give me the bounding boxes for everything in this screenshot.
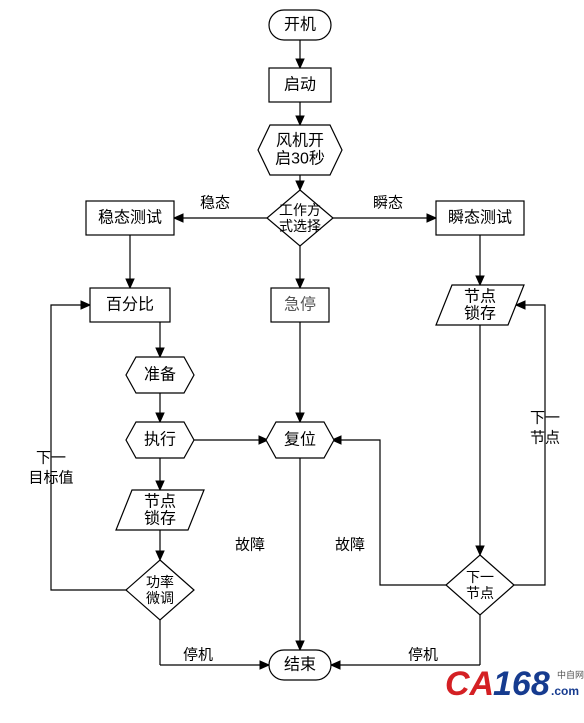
node-fan-label2: 启30秒 <box>275 150 325 168</box>
edge-label-transient: 瞬态 <box>373 195 403 212</box>
edge-poweradj-percent-loop <box>51 305 126 590</box>
node-latch2-label1: 节点 <box>464 288 496 306</box>
node-execute-label: 执行 <box>144 431 176 449</box>
edge-label-next-target1: 下一 <box>36 450 66 467</box>
edge-label-next-pt1: 下一 <box>530 410 560 427</box>
logo-168: 168 <box>493 665 550 703</box>
logo-zh: 中自网 <box>557 669 584 680</box>
node-steady-label: 稳态测试 <box>98 209 162 227</box>
node-nextnode-label1: 下一 <box>466 569 494 585</box>
node-estop-label: 急停 <box>284 296 316 314</box>
node-end-label: 结束 <box>284 656 316 674</box>
edge-nextnode-reset <box>332 440 446 585</box>
edge-label-steady: 稳态 <box>200 195 230 212</box>
node-latch2-label2: 锁存 <box>464 305 496 323</box>
node-latch1-label1: 节点 <box>144 493 176 511</box>
edge-label-fault1: 故障 <box>235 536 265 554</box>
edge-label-next-pt2: 节点 <box>530 430 560 447</box>
logo-ca: CA <box>445 665 494 703</box>
node-nextnode-label2: 节点 <box>466 585 494 601</box>
node-mode-label2: 式选择 <box>279 218 321 234</box>
node-start-label: 启动 <box>284 76 316 94</box>
node-percent-label: 百分比 <box>106 296 154 314</box>
edge-label-next-target2: 目标值 <box>28 470 73 487</box>
node-poweradj-label1: 功率 <box>146 574 174 590</box>
edge-label-fault2: 故障 <box>335 536 365 554</box>
node-transient-label: 瞬态测试 <box>448 209 512 227</box>
node-prepare-label: 准备 <box>144 366 176 384</box>
node-reset-label: 复位 <box>284 431 316 449</box>
node-latch1-label2: 锁存 <box>144 510 176 528</box>
logo-com: .com <box>551 684 579 698</box>
edge-label-stop1: 停机 <box>183 647 213 664</box>
logo: CA 168 .com 中自网 <box>445 665 584 703</box>
node-poweron-label: 开机 <box>284 16 316 34</box>
node-mode-label1: 工作方 <box>279 202 321 218</box>
edge-label-stop2: 停机 <box>408 647 438 664</box>
node-poweradj-label2: 微调 <box>146 590 174 606</box>
node-fan-label1: 风机开 <box>276 132 324 150</box>
flowchart-canvas: 开机 启动 风机开 启30秒 工作方 式选择 稳态测试 瞬态测试 百分比 急停 … <box>0 0 584 723</box>
